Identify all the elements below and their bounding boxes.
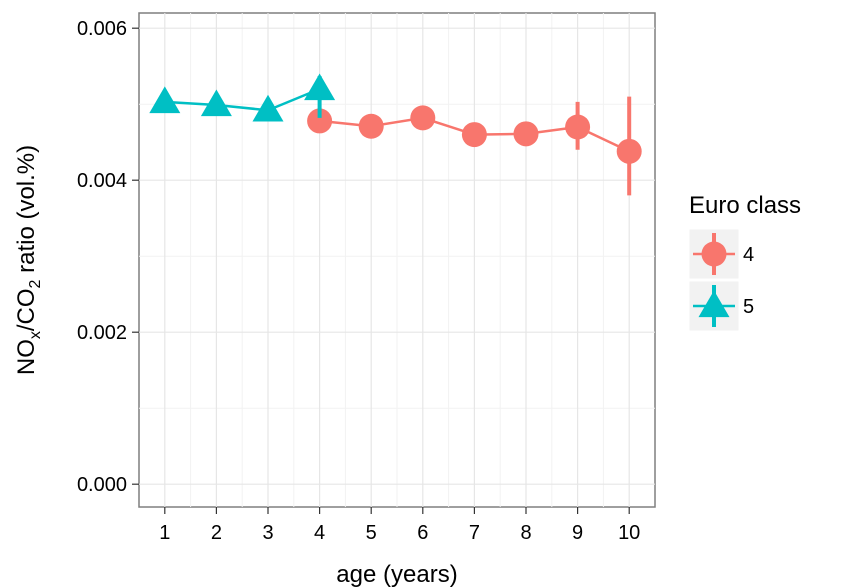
legend-title: Euro class bbox=[689, 192, 801, 219]
y-axis-title-part-1: NO bbox=[13, 339, 40, 375]
y-axis-title: NOx/CO2 ratio (vol.%) bbox=[13, 145, 44, 375]
x-tick-label: 8 bbox=[520, 522, 531, 544]
data-point bbox=[252, 94, 284, 122]
legend-key-marker bbox=[698, 290, 730, 318]
legend-key-marker bbox=[701, 241, 727, 267]
data-point bbox=[307, 108, 333, 134]
series-line bbox=[164, 87, 321, 112]
legend: Euro class 4 5 bbox=[688, 192, 801, 332]
x-tick-label: 4 bbox=[314, 522, 325, 544]
legend-label: 4 bbox=[743, 244, 754, 266]
series-layer bbox=[149, 73, 642, 196]
y-axis-title-subscript-2: 2 bbox=[27, 279, 44, 288]
x-tick-label: 2 bbox=[211, 522, 222, 544]
series-euro-class-4 bbox=[307, 96, 642, 196]
data-point bbox=[616, 138, 642, 164]
x-tick-label: 5 bbox=[366, 522, 377, 544]
x-tick-label: 1 bbox=[159, 522, 170, 544]
y-axis-title-part-3: ratio (vol.%) bbox=[13, 145, 40, 280]
y-axis-title-part-2: /CO bbox=[13, 288, 40, 331]
y-tick-label: 0.006 bbox=[77, 18, 127, 40]
data-point bbox=[513, 121, 539, 147]
x-tick-label: 3 bbox=[262, 522, 273, 544]
y-tick-label: 0.004 bbox=[77, 170, 127, 192]
x-tick-label: 6 bbox=[417, 522, 428, 544]
data-point bbox=[358, 113, 384, 139]
data-point bbox=[200, 89, 232, 117]
x-tick-label: 7 bbox=[469, 522, 480, 544]
series-euro-class-5 bbox=[149, 73, 336, 122]
data-point bbox=[461, 122, 487, 148]
y-tick-label: 0.000 bbox=[77, 474, 127, 496]
y-tick-label: 0.002 bbox=[77, 322, 127, 344]
x-tick-label: 10 bbox=[618, 522, 640, 544]
x-axis-title: age (years) bbox=[336, 561, 457, 587]
data-point bbox=[304, 73, 336, 101]
x-tick-label: 9 bbox=[572, 522, 583, 544]
data-point bbox=[565, 114, 591, 140]
axis-ticks: 1 2 3 4 5 6 7 8 9 10 0.000 0.002 0.004 0.006 bbox=[77, 18, 640, 544]
y-axis-title-subscript-1: x bbox=[27, 331, 44, 339]
grid-minor bbox=[139, 13, 655, 507]
data-point bbox=[149, 86, 181, 114]
legend-label: 5 bbox=[743, 296, 754, 318]
data-point bbox=[410, 105, 436, 131]
